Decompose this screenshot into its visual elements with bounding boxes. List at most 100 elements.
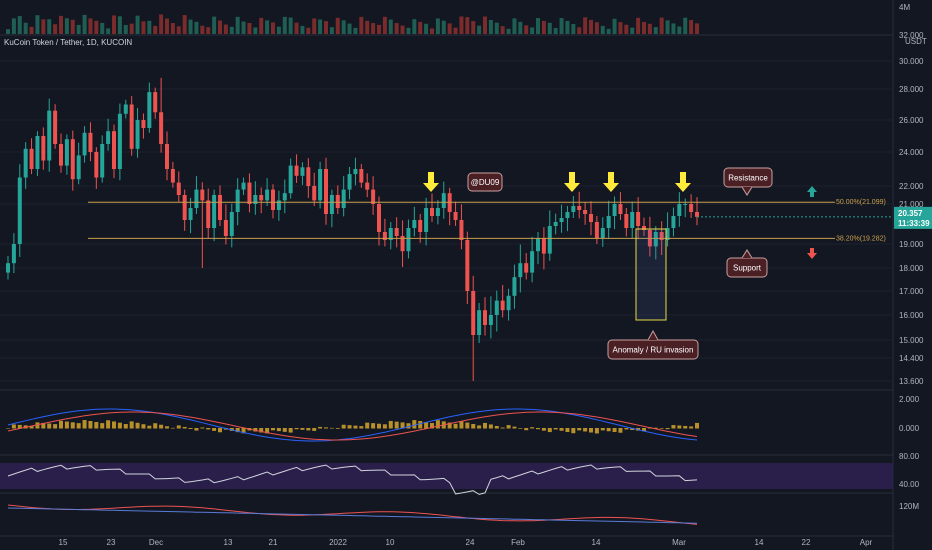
time-tick-label: 21 [269,538,278,547]
volume-bar [35,15,40,34]
candle-body [471,291,476,335]
volume-bar [335,17,340,34]
volume-bar [117,16,122,34]
macd-tick-label: 2.000 [899,395,920,404]
candle-body [76,155,81,180]
macd-histogram-bar [589,428,593,433]
candle-body [412,220,417,228]
candle-body [112,131,116,169]
candle-body [306,167,311,186]
time-tick-label: 24 [466,538,475,547]
macd-histogram-bar [500,427,505,429]
volume-bar [306,27,311,34]
down-arrow-icon [423,172,439,192]
macd-histogram-bar [17,424,22,429]
candle-body [524,263,529,273]
macd-histogram-bar [488,424,493,429]
macd-histogram-bar [424,422,429,429]
macd-histogram-bar [218,428,222,433]
volume-bar [412,19,417,34]
volume-bar [235,16,240,34]
time-tick-label: 14 [755,538,764,547]
volume-bar [253,27,258,34]
author-tag-box [467,172,503,192]
macd-histogram-bar [300,428,305,430]
candle-body [541,238,546,254]
down-arrow-red-icon [807,248,817,259]
price-tick-label: 19.000 [899,240,924,249]
macd-histogram-bar [477,425,482,429]
time-tick-label: 14 [592,538,601,547]
volume-bar [88,18,93,34]
volume-bar [359,16,364,34]
candle-body [218,195,222,220]
volume-bar [170,23,175,34]
time-tick-label: 13 [224,538,233,547]
candle-body [206,200,211,228]
candle-body [483,310,487,325]
volume-bar [265,20,270,34]
macd-histogram-bar [170,427,175,429]
volume-bar [488,19,493,34]
candle-body [17,177,22,244]
support-callout-tail [741,249,753,259]
volume-bar [106,28,111,34]
candle-body [453,212,458,220]
macd-histogram-bar [294,428,299,430]
macd-histogram-bar [577,428,582,431]
resistance-callout-label: Resistance [728,174,768,183]
macd-histogram-bar [206,428,211,430]
volume-bar [689,19,694,34]
volume-bar [630,27,635,34]
rsi-band [0,463,893,489]
macd-histogram-bar [200,427,205,429]
candle-body [59,144,63,166]
candle-body [70,139,75,180]
volume-bar [341,20,346,34]
volume-bar [453,27,458,34]
candle-body [400,236,405,252]
volume-bar [477,25,482,34]
price-tick-label: 13.600 [899,377,924,386]
volume-bar [276,26,281,34]
macd-histogram-bar [129,421,134,429]
volume-bar [435,18,440,34]
macd-histogram-bar [82,420,87,429]
volume-bar [400,25,405,34]
volume-bar [642,21,646,34]
macd-histogram-bar [612,428,617,433]
volume-bar [29,26,34,34]
candle-body [165,144,169,169]
macd-histogram-bar [359,426,364,429]
macd-histogram-bar [341,424,346,429]
candle-body [653,232,658,247]
macd-histogram-bar [235,428,240,433]
volume-bar [223,24,228,34]
candle-body [94,152,99,178]
candle-body [41,136,46,161]
candle-body [347,174,352,190]
macd-histogram-bar [288,428,293,433]
candle-body [488,315,493,325]
macd-histogram-bar [182,426,187,429]
macd-histogram-bar [47,423,52,429]
volume-bar [418,21,423,34]
rsi-tick-label: 40.00 [899,480,920,489]
candle-body [494,300,499,315]
macd-histogram-bar [106,420,111,429]
candle-body [671,216,676,228]
volume-bar [300,25,305,34]
volume-bar [471,21,476,34]
candle-body [335,195,340,208]
last-price-box [894,206,932,229]
macd-histogram-bar [259,428,264,433]
volume-bar [165,18,169,34]
volume-bar [600,25,605,34]
candle-body [600,228,605,238]
volume-bar [559,18,564,34]
volume-bar [465,17,470,34]
macd-histogram-bar [471,423,476,429]
candle-body [583,210,588,214]
macd-histogram-bar [512,426,517,429]
